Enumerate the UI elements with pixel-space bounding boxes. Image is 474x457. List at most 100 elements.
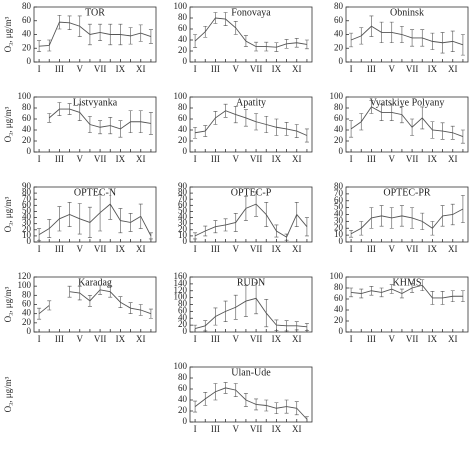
error-bar xyxy=(233,383,238,397)
x-tick-label: III xyxy=(55,334,64,344)
data-line xyxy=(194,297,307,329)
x-tick-label: IX xyxy=(116,64,126,74)
y-tick-label: 100 xyxy=(174,91,188,101)
x-tick-label: V xyxy=(233,64,240,74)
error-bar xyxy=(213,383,218,401)
y-tick-label: 70 xyxy=(22,193,32,203)
y-tick-label: 20 xyxy=(22,317,32,327)
error-bar xyxy=(87,295,92,307)
error-bar xyxy=(349,32,354,48)
x-tick-label: I xyxy=(194,244,197,254)
y-tick-label: 140 xyxy=(174,278,188,288)
x-tick-label: XI xyxy=(292,334,302,344)
error-bar xyxy=(118,120,123,138)
error-bar xyxy=(450,203,455,226)
y-tick-label: 0 xyxy=(339,236,344,246)
y-tick-label: 60 xyxy=(334,113,344,123)
y-tick-label: 40 xyxy=(334,124,344,134)
error-bar xyxy=(399,205,404,227)
error-bar xyxy=(77,15,82,37)
y-tick-label: 60 xyxy=(178,383,188,393)
x-tick-label: VII xyxy=(250,244,263,254)
x-tick-label: V xyxy=(233,424,240,434)
x-tick-label: III xyxy=(211,334,220,344)
y-tick-label: 60 xyxy=(178,199,188,209)
y-tick-label: 60 xyxy=(22,15,32,25)
x-tick-label: XI xyxy=(448,64,458,74)
x-tick-label: I xyxy=(194,154,197,164)
y-tick-label: 90 xyxy=(178,181,188,191)
y-tick-label: 20 xyxy=(334,315,344,325)
y-tick-label: 40 xyxy=(178,212,188,222)
error-bar xyxy=(77,285,82,301)
y-tick-label: 60 xyxy=(178,23,188,33)
error-bar xyxy=(430,291,435,305)
error-bar xyxy=(389,284,394,294)
error-bar xyxy=(304,128,309,143)
error-bar xyxy=(420,212,425,230)
error-bar xyxy=(284,39,289,49)
x-tick-label: III xyxy=(367,334,376,344)
x-tick-label: VII xyxy=(94,244,107,254)
error-bar xyxy=(77,203,82,235)
panel-title: Apatity xyxy=(236,97,266,108)
error-bar xyxy=(128,212,133,232)
data-line xyxy=(351,284,463,299)
error-bar xyxy=(233,294,238,320)
plot-frame xyxy=(345,276,469,333)
error-bar xyxy=(213,12,218,24)
error-bar xyxy=(57,102,62,116)
y-tick-label: 60 xyxy=(22,199,32,209)
y-tick-label: 40 xyxy=(334,304,344,314)
error-bar xyxy=(108,188,113,220)
error-bar xyxy=(254,398,259,411)
error-bar xyxy=(243,393,248,407)
error-bar xyxy=(108,285,113,298)
y-tick-label: 10 xyxy=(22,230,32,240)
error-bar xyxy=(460,194,465,224)
error-bar xyxy=(369,15,374,37)
x-tick-label: I xyxy=(38,244,41,254)
panel-title: OPTEC-N xyxy=(74,187,116,198)
x-tick-label: XI xyxy=(448,244,458,254)
plot-frame xyxy=(33,186,157,243)
y-tick-label: 20 xyxy=(178,224,188,234)
x-tick-label: V xyxy=(389,154,396,164)
y-tick-label: 20 xyxy=(334,135,344,145)
panel-title: Karadag xyxy=(78,277,112,288)
error-bar xyxy=(410,283,415,293)
data-line xyxy=(350,208,464,235)
error-bar xyxy=(450,125,455,140)
y-axis-label: O₃, μg/m³ xyxy=(3,196,13,232)
y-tick-label: 30 xyxy=(334,215,344,225)
y-tick-label: 80 xyxy=(178,372,188,382)
x-tick-label: VII xyxy=(250,154,263,164)
error-bar xyxy=(254,282,259,315)
error-bar xyxy=(213,111,218,125)
x-tick-label: XI xyxy=(292,154,302,164)
y-tick-label: 80 xyxy=(334,181,344,191)
error-bar xyxy=(47,39,52,52)
x-tick-label: V xyxy=(389,334,396,344)
y-tick-label: 50 xyxy=(22,206,32,216)
error-bar xyxy=(369,207,374,229)
error-bar xyxy=(274,402,279,415)
x-tick-label: I xyxy=(38,64,41,74)
error-bar xyxy=(148,308,153,319)
y-tick-label: 30 xyxy=(22,218,32,228)
error-bar xyxy=(274,319,279,331)
error-bar xyxy=(213,307,218,326)
y-tick-label: 0 xyxy=(339,326,344,336)
error-bar xyxy=(430,121,435,139)
y-tick-label: 40 xyxy=(178,124,188,134)
x-tick-label: V xyxy=(77,154,84,164)
error-bar xyxy=(369,286,374,296)
y-tick-label: 0 xyxy=(27,236,32,246)
x-tick-label: XI xyxy=(292,64,302,74)
error-bar xyxy=(118,296,123,309)
error-bar xyxy=(67,201,72,228)
error-bar xyxy=(460,34,465,56)
x-tick-label: III xyxy=(211,244,220,254)
x-tick-label: VII xyxy=(406,334,419,344)
